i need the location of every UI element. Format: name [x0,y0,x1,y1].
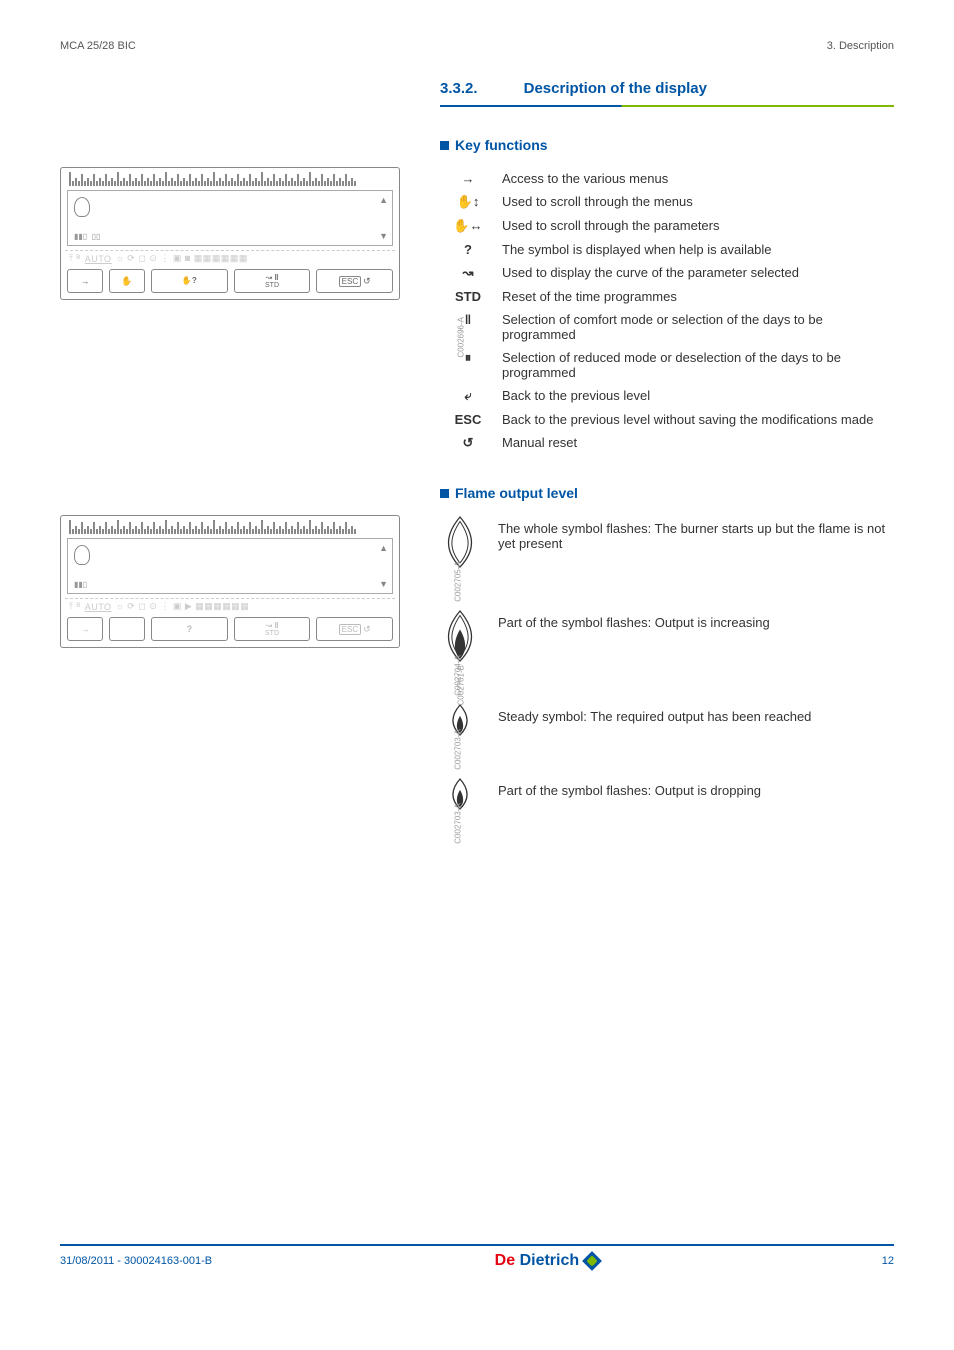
flame-row: C002703-A Steady symbol: The required out… [440,703,894,755]
section-rule [440,105,894,107]
doc-code: MCA 25/28 BIC [60,40,136,52]
keyfn-row: →Access to the various menus [440,167,894,190]
keyfn-row: ✋↔Used to scroll through the parameters [440,214,894,238]
button-row: → ? ↝ ‖ STD ESC↺ [65,614,395,641]
keyfn-desc: Selection of reduced mode or deselection… [496,346,894,384]
keyfn-desc: Used to scroll through the parameters [496,214,894,238]
footer-date: 31/08/2011 - 300024163-001-B [60,1255,212,1267]
keyfn-symbol: ✋↔ [440,214,496,238]
doc-section: 3. Description [827,40,894,52]
keyfn-symbol: STD [440,285,496,308]
arrow-down-icon: ▼ [379,231,388,241]
diamond-icon [582,1251,602,1271]
curve-std-button[interactable]: ↝ ‖ STD [234,617,311,641]
scroll-button[interactable] [109,617,145,641]
page-footer: 31/08/2011 - 300024163-001-B De Dietrich… [60,1244,894,1270]
keyfn-desc: Used to scroll through the menus [496,190,894,214]
keyfn-row: ‖Selection of comfort mode or selection … [440,308,894,346]
curve-std-button[interactable]: ↝ ‖ STD [234,269,311,293]
bullet-icon [440,489,449,498]
keyfn-symbol: → [440,167,496,190]
help-std-button[interactable]: ✋? [151,269,228,293]
enter-button[interactable]: → [67,269,103,293]
page-number: 12 [882,1255,894,1267]
arrow-up-icon: ▲ [379,195,388,205]
keyfn-desc: Access to the various menus [496,167,894,190]
keyfn-row: ↺Manual reset [440,431,894,455]
section-title: Description of the display [524,80,707,97]
section-number: 3.3.2. [440,80,520,97]
keyfn-symbol: ✋↕ [440,190,496,214]
keyfn-heading: Key functions [440,137,894,153]
flame-row: C002704-A Part of the symbol flashes: Out… [440,609,894,681]
flame-desc: Part of the symbol flashes: Output is dr… [498,777,894,798]
signal-icon: ▮▮▯ ▯▯ [74,232,100,241]
flame-level-icon: C002704-A [440,609,480,681]
flame-heading: Flame output level [440,485,894,501]
bullet-icon [440,141,449,150]
key-functions-table: →Access to the various menus✋↕Used to sc… [440,167,894,455]
keyfn-row: ✋↕Used to scroll through the menus [440,190,894,214]
keyfn-desc: The symbol is displayed when help is ava… [496,238,894,261]
flame-level-icon: C002703-A [440,777,480,829]
brand-logo: De Dietrich [495,1252,599,1270]
flame-level-icon: C002703-A [440,703,480,755]
button-row: → ✋ ✋? ↝ ‖ STD ESC↺ [65,266,395,293]
arrow-down-icon: ▼ [379,579,388,589]
keyfn-desc: Used to display the curve of the paramet… [496,261,894,285]
keyfn-row: ⏸Selection of reduced mode or deselectio… [440,346,894,384]
keyfn-row: ESCBack to the previous level without sa… [440,408,894,431]
flame-level-icon: C002705-A [440,515,480,587]
keyfn-desc: Reset of the time programmes [496,285,894,308]
keyfn-row: ⤶Back to the previous level [440,384,894,408]
lcd-screen: ▮▮▯ ▯▯ ▲ ▼ [67,190,393,246]
esc-reset-button[interactable]: ESC↺ [316,269,393,293]
status-row: ⤒ ᴮAUTO☼ ⟳ ◻ ⊙ ⋮ ▣ ▶ ▦▦▦▦▦▦ [65,598,395,614]
signal-icon: ▮▮▯ [74,580,87,589]
lcd-screen: ▮▮▯ ▲ ▼ [67,538,393,594]
arrow-up-icon: ▲ [379,543,388,553]
flame-desc: Steady symbol: The required output has b… [498,703,894,724]
keyfn-symbol: ⏸ [440,346,496,384]
keyfn-symbol: ⤶ [440,384,496,408]
figure-tag: C002696-A [456,317,465,357]
keyfn-row: ?The symbol is displayed when help is av… [440,238,894,261]
status-row: ⤒ ᴮAUTO☼ ⟳ ◻ ⊙ ⋮ ▣ ◙ ▦▦▦▦▦▦ [65,250,395,266]
flame-row: C002703-A Part of the symbol flashes: Out… [440,777,894,829]
keyfn-desc: Back to the previous level without savin… [496,408,894,431]
control-panel-1: ▮▮▯ ▯▯ ▲ ▼ ⤒ ᴮAUTO☼ ⟳ ◻ ⊙ ⋮ ▣ ◙ ▦▦▦▦▦▦ →… [60,167,400,300]
keyfn-symbol: ‖ [440,308,496,346]
flame-icon [74,545,90,565]
timeline-ruler [65,172,395,186]
flame-icon [74,197,90,217]
keyfn-desc: Back to the previous level [496,384,894,408]
esc-reset-button[interactable]: ESC↺ [316,617,393,641]
keyfn-desc: Manual reset [496,431,894,455]
keyfn-symbol: ↺ [440,431,496,455]
flame-row: C002705-A The whole symbol flashes: The b… [440,515,894,587]
keyfn-symbol: ESC [440,408,496,431]
keyfn-desc: Selection of comfort mode or selection o… [496,308,894,346]
control-panel-2: ▮▮▯ ▲ ▼ ⤒ ᴮAUTO☼ ⟳ ◻ ⊙ ⋮ ▣ ▶ ▦▦▦▦▦▦ → ? [60,515,400,648]
scroll-button[interactable]: ✋ [109,269,145,293]
keyfn-row: STDReset of the time programmes [440,285,894,308]
keyfn-row: ↝Used to display the curve of the parame… [440,261,894,285]
flame-desc: Part of the symbol flashes: Output is in… [498,609,894,630]
timeline-ruler [65,520,395,534]
keyfn-symbol: ? [440,238,496,261]
keyfn-symbol: ↝ [440,261,496,285]
enter-button[interactable]: → [67,617,103,641]
help-std-button[interactable]: ? [151,617,228,641]
flame-desc: The whole symbol flashes: The burner sta… [498,515,894,551]
